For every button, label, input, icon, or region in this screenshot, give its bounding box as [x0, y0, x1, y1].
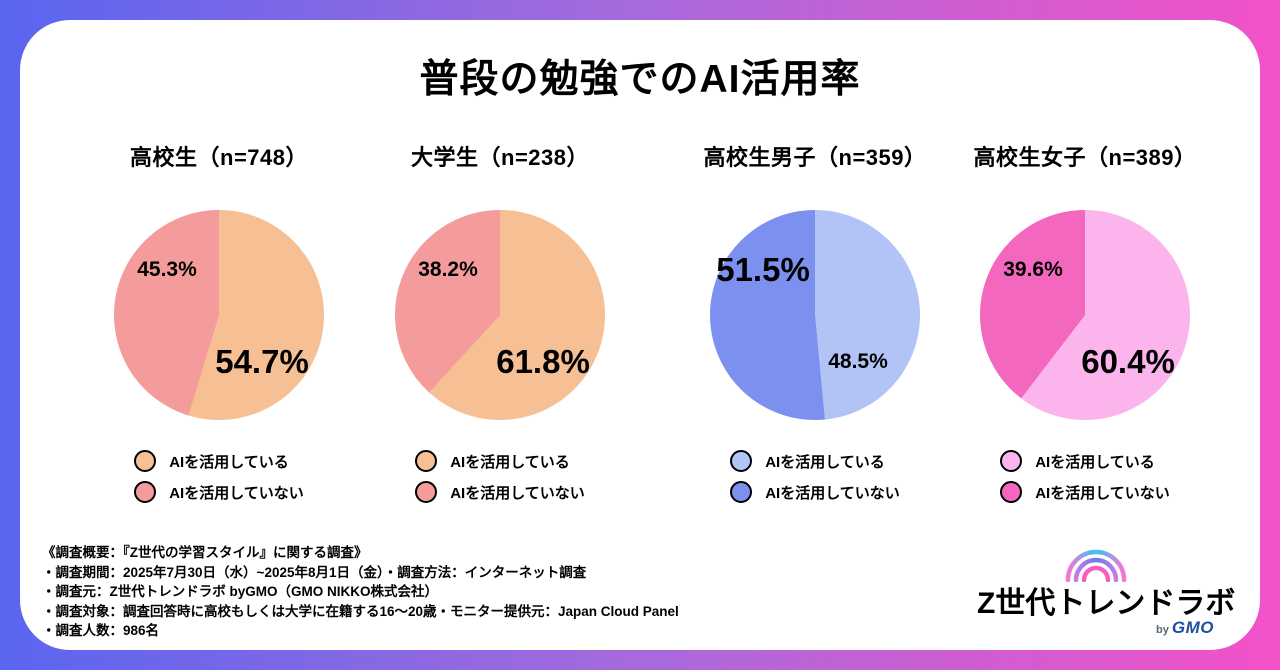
- legend-swatch-not-using-icon: [134, 481, 157, 503]
- legend-label-using: AIを活用している: [450, 453, 570, 471]
- legend-swatch-using-icon: [1000, 450, 1023, 472]
- legend-label-not-using: AIを活用していない: [1035, 484, 1170, 502]
- chart-title: 高校生女子（n=389）: [973, 145, 1197, 170]
- chart-highschool-girls: 高校生女子（n=389） 39.6% 60.4% AIを活用している AIを活用…: [950, 140, 1220, 503]
- survey-line: ・調査元：Z世代トレンドラボ byGMO（GMO NIKKO株式会社）: [42, 584, 438, 599]
- legend-row-using: AIを活用している: [134, 450, 289, 472]
- legend-row-using: AIを活用している: [415, 450, 570, 472]
- legend-row-not-using: AIを活用していない: [134, 481, 304, 503]
- legend-row-not-using: AIを活用していない: [730, 481, 900, 503]
- pie-label-not-using: 51.5%: [716, 251, 810, 288]
- pie-chart: [980, 210, 1190, 420]
- survey-line: ・調査人数：986名: [42, 623, 160, 638]
- chart-title: 高校生男子（n=359）: [703, 145, 927, 170]
- signal-arcs-icon: [1065, 549, 1127, 582]
- survey-line: ・調査期間：2025年7月30日（水）~2025年8月1日（金）・調査方法：イン…: [42, 564, 587, 580]
- legend-swatch-using-icon: [415, 450, 438, 472]
- pie-label-not-using: 45.3%: [137, 258, 197, 281]
- legend-label-using: AIを活用している: [765, 453, 885, 471]
- legend-swatch-not-using-icon: [1000, 481, 1023, 503]
- legend-swatch-using-icon: [730, 450, 753, 472]
- legend-row-not-using: AIを活用していない: [1000, 481, 1170, 503]
- legend-label-not-using: AIを活用していない: [765, 484, 900, 502]
- legend-swatch-not-using-icon: [415, 481, 438, 503]
- chart-university: 大学生（n=238） 38.2% 61.8% AIを活用している AIを活用して…: [365, 140, 635, 503]
- chart-title: 高校生（n=748）: [130, 145, 308, 170]
- pie-label-using: 61.8%: [496, 343, 590, 380]
- pie-chart: [710, 210, 920, 420]
- legend: AIを活用している AIを活用していない: [730, 450, 900, 503]
- pie-label-not-using: 38.2%: [418, 258, 478, 281]
- logo-wordmark: Z世代トレンドラボ: [977, 587, 1236, 620]
- legend-label-not-using: AIを活用していない: [450, 484, 585, 502]
- legend: AIを活用している AIを活用していない: [415, 450, 585, 503]
- survey-line: 《調査概要：『Z世代の学習スタイル』に関する調査》: [42, 545, 368, 560]
- chart-highschool: 高校生（n=748） 45.3% 54.7% AIを活用している AIを活用して…: [84, 140, 354, 503]
- legend-swatch-using-icon: [134, 450, 157, 472]
- legend-row-using: AIを活用している: [730, 450, 885, 472]
- pie-chart: [114, 210, 324, 420]
- pie-label-using: 48.5%: [828, 350, 888, 373]
- legend-label-using: AIを活用している: [1035, 453, 1155, 471]
- legend-row-using: AIを活用している: [1000, 450, 1155, 472]
- legend-swatch-not-using-icon: [730, 481, 753, 503]
- legend: AIを活用している AIを活用していない: [1000, 450, 1170, 503]
- survey-line: ・調査対象：調査回答時に高校もしくは大学に在籍する16〜20歳・モニター提供元：…: [42, 603, 679, 619]
- legend-label-using: AIを活用している: [169, 453, 289, 471]
- zsedai-trend-lab-logo: Z世代トレンドラボ by GMO: [975, 538, 1240, 643]
- pie-label-using: 54.7%: [215, 343, 309, 380]
- logo-by-text: by: [1156, 624, 1169, 636]
- chart-highschool-boys: 高校生男子（n=359） 51.5% 48.5% AIを活用している AIを活用…: [680, 140, 950, 503]
- pie-chart-area: 51.5% 48.5%: [710, 210, 920, 420]
- legend-row-not-using: AIを活用していない: [415, 481, 585, 503]
- pie-label-using: 60.4%: [1081, 343, 1175, 380]
- chart-title: 大学生（n=238）: [411, 145, 589, 170]
- pie-label-not-using: 39.6%: [1003, 258, 1063, 281]
- pie-chart: [395, 210, 605, 420]
- logo-byline: by GMO: [1156, 618, 1214, 638]
- gmo-brand-text: GMO: [1171, 618, 1214, 637]
- pie-chart-area: 39.6% 60.4%: [980, 210, 1190, 420]
- pie-chart-area: 38.2% 61.8%: [395, 210, 605, 420]
- legend-label-not-using: AIを活用していない: [169, 484, 304, 502]
- page-title: 普段の勉強でのAI活用率: [419, 58, 861, 101]
- legend: AIを活用している AIを活用していない: [134, 450, 304, 503]
- survey-overview: 《調査概要：『Z世代の学習スタイル』に関する調査》 ・調査期間：2025年7月3…: [42, 543, 692, 641]
- pie-chart-area: 45.3% 54.7%: [114, 210, 324, 420]
